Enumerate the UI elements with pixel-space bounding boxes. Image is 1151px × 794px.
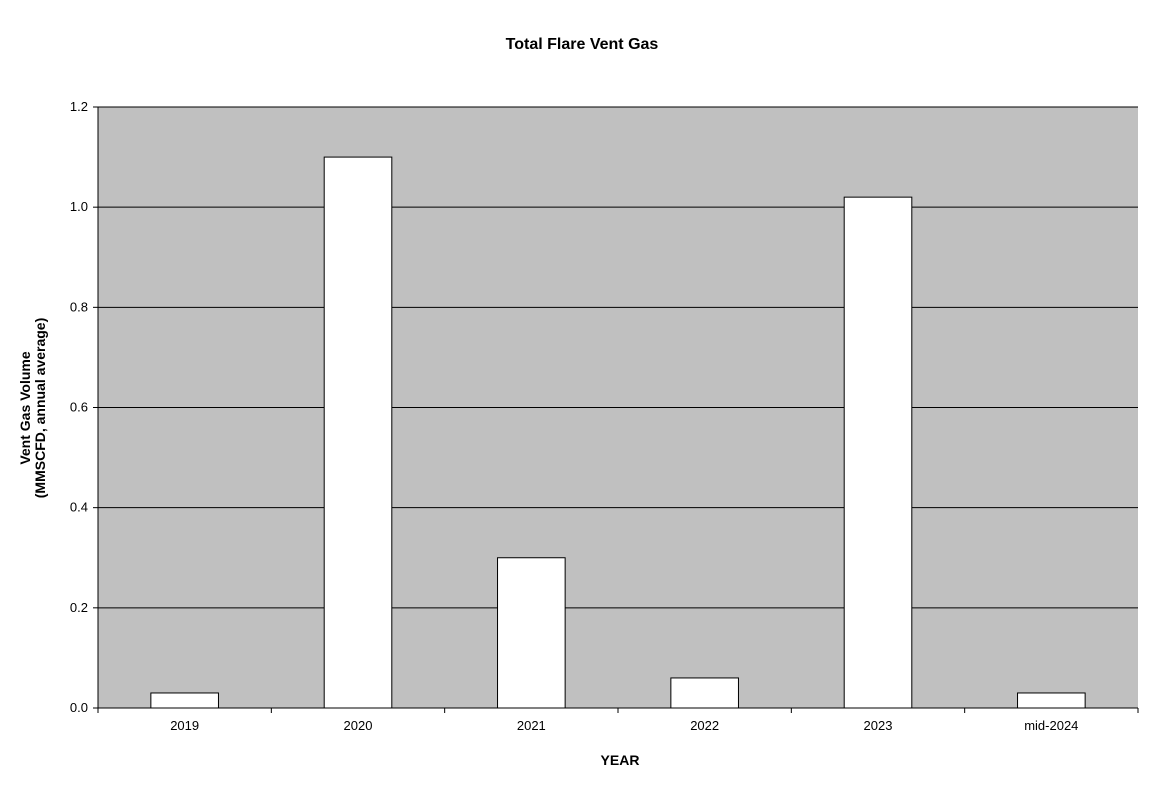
y-tick-label: 1.2 xyxy=(70,99,88,114)
bars xyxy=(150,156,1086,709)
x-tick-label: 2023 xyxy=(864,718,893,733)
y-tick-label: 1.0 xyxy=(70,199,88,214)
x-tick-label: 2022 xyxy=(690,718,719,733)
x-tick-label: 2021 xyxy=(517,718,546,733)
y-axis-title: Vent Gas Volume (MMSCFD, annual average) xyxy=(17,318,48,498)
x-tick-label: mid-2024 xyxy=(1024,718,1078,733)
x-axis: 2019 2020 2021 2022 2023 mid-2024 xyxy=(97,707,1139,733)
bar xyxy=(1017,692,1086,709)
y-tick-label: 0.6 xyxy=(70,400,88,415)
y-axis-title-line-2: (MMSCFD, annual average) xyxy=(32,318,48,498)
x-tick-label: 2020 xyxy=(344,718,373,733)
bar xyxy=(843,196,913,709)
x-tick-label: 2019 xyxy=(170,718,199,733)
gridlines xyxy=(98,106,1138,609)
y-tick-label: 0.8 xyxy=(70,299,88,314)
chart-title: Total Flare Vent Gas xyxy=(506,36,659,53)
y-tick-label: 0.0 xyxy=(70,700,88,715)
y-axis: 0.0 0.2 0.4 0.6 0.8 1.0 1.2 xyxy=(70,99,99,715)
x-axis-title: YEAR xyxy=(601,752,640,768)
bar xyxy=(323,156,393,709)
bar xyxy=(150,692,219,709)
bar xyxy=(497,557,566,709)
y-axis-title-line-1: Vent Gas Volume xyxy=(17,351,33,465)
y-tick-label: 0.2 xyxy=(70,600,88,615)
bar xyxy=(670,677,739,709)
y-tick-label: 0.4 xyxy=(70,500,88,515)
